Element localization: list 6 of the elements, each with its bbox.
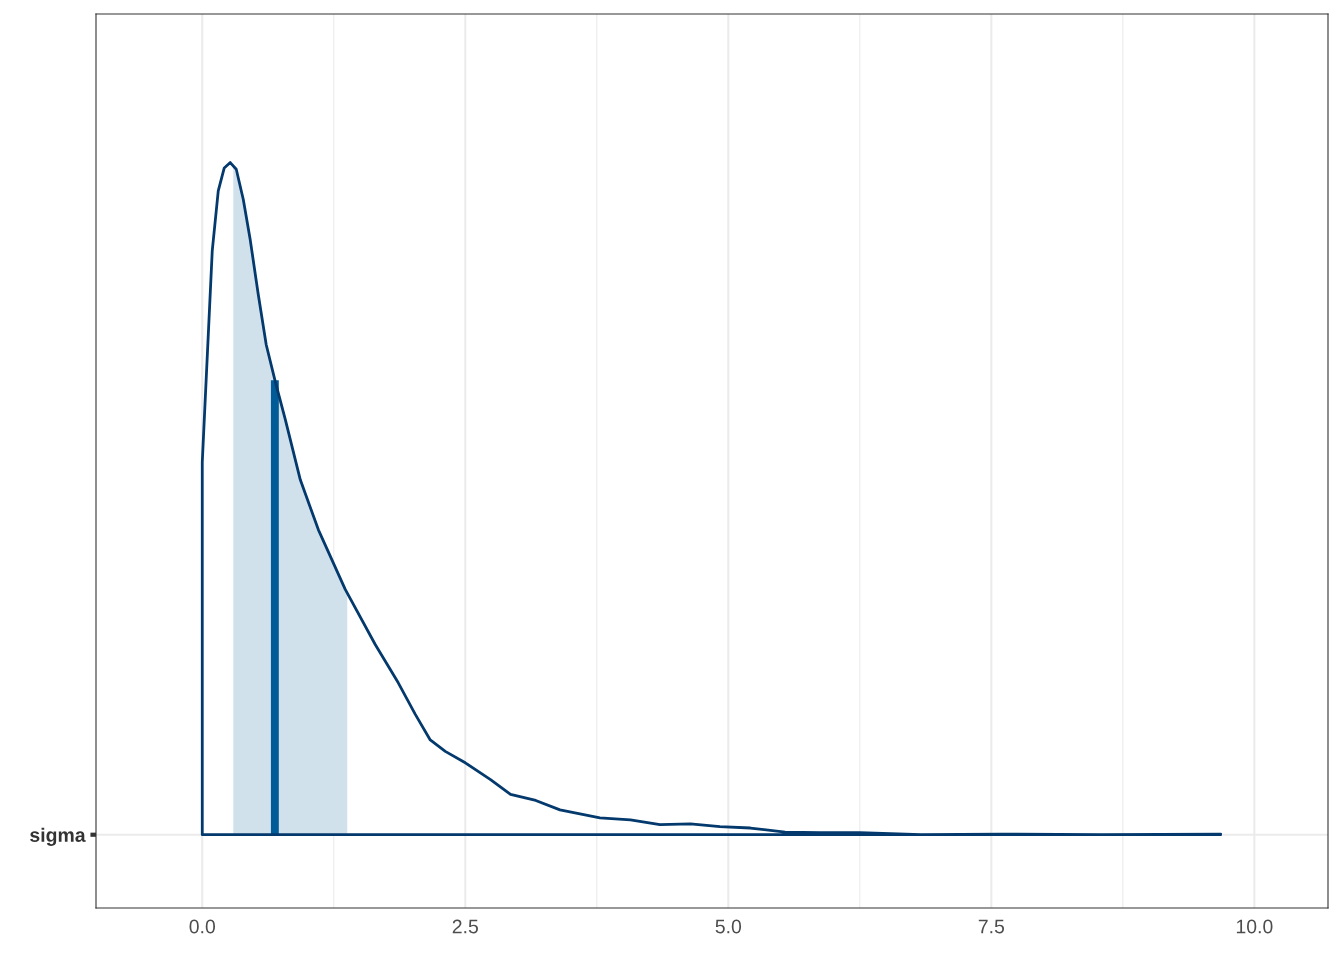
category-label: sigma (30, 827, 86, 846)
x-tick-label: 10.0 (1236, 919, 1273, 934)
x-tick-label: 2.5 (452, 919, 478, 934)
x-tick-label: 7.5 (978, 919, 1005, 934)
x-tick-label: 0.0 (189, 919, 216, 934)
x-tick-label: 5.0 (715, 919, 742, 934)
